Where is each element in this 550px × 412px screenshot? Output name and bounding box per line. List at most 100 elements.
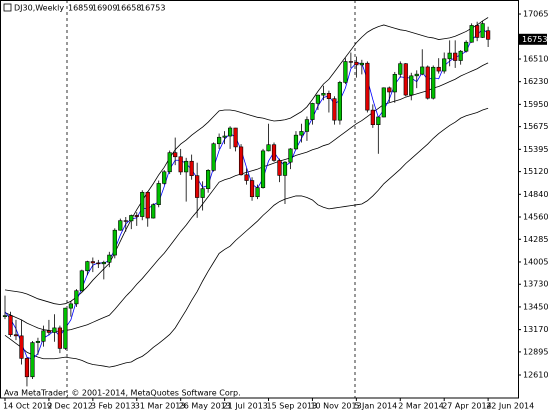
candle-body (129, 215, 134, 222)
candle-body (436, 66, 441, 72)
candle-body (414, 73, 419, 77)
candle-body (195, 175, 200, 198)
candle-body (398, 63, 403, 75)
window-icon (3, 3, 12, 12)
candle-body (447, 52, 452, 60)
candle-body (101, 261, 106, 265)
candle-body (376, 116, 381, 125)
candle-body (293, 134, 299, 150)
candle-body (249, 180, 255, 198)
candle-body (304, 119, 310, 132)
x-tick-label: 3 Feb 2013 (91, 402, 136, 411)
candle-body (35, 340, 41, 343)
candle-body (79, 270, 84, 292)
candle-body (277, 160, 282, 176)
candle-body (123, 220, 128, 222)
candle-body (222, 135, 227, 138)
candle-body (68, 303, 73, 309)
candle-body (156, 183, 161, 205)
candle-body (2, 315, 8, 317)
candle-body (184, 160, 189, 173)
y-tick-label: 14005 (523, 257, 548, 266)
candle-body (409, 75, 414, 96)
x-tick-label: 26 May 2013 (179, 402, 231, 411)
candle-body (8, 315, 13, 336)
ohlc-close: 16753 (140, 4, 165, 13)
candle-body (52, 327, 57, 333)
x-tick-label: 15 Sep 2013 (267, 402, 318, 411)
y-tick-label: 13730 (523, 280, 548, 289)
y-tick-label: 16510 (523, 54, 548, 63)
y-tick-label: 15120 (523, 167, 548, 176)
price-marker (519, 33, 547, 45)
candle-body (189, 160, 194, 176)
ohlc-high: 16909 (92, 4, 117, 13)
candle-body (41, 330, 46, 342)
candle-body (260, 150, 266, 188)
candle-body (480, 23, 485, 38)
y-tick-label: 16230 (523, 77, 548, 86)
credit: Ava MetaTrader, © 2001-2014, MetaQuotes … (4, 389, 241, 398)
candle-body (63, 307, 68, 349)
candle-body (200, 188, 205, 198)
candle-body (255, 187, 260, 198)
candle-body (30, 342, 35, 378)
x-tick-label: 22 Jun 2014 (486, 402, 534, 411)
candle-body (227, 127, 233, 137)
candle-body (403, 63, 408, 96)
candle-body (13, 334, 19, 337)
x-tick-label: 27 Apr 2014 (442, 402, 491, 411)
candle-body (211, 143, 216, 171)
y-tick-label: 12895 (523, 347, 548, 356)
candle-body (134, 215, 139, 217)
candle-body (107, 254, 112, 263)
y-tick-label: 14560 (523, 212, 548, 221)
candle-body (458, 50, 463, 61)
x-tick-label: 9 Dec 2012 (47, 402, 93, 411)
candle-body (326, 93, 332, 99)
candle-body (442, 58, 447, 72)
y-tick-label: 15950 (523, 100, 548, 109)
ohlc-open: 16859 (68, 4, 93, 13)
candle-body (140, 191, 145, 217)
candle-body (266, 144, 271, 152)
candle-body (315, 94, 321, 104)
candle-body (112, 229, 117, 256)
candle-body (321, 93, 326, 96)
y-tick-label: 15675 (523, 122, 548, 131)
y-tick-label: 13170 (523, 325, 548, 334)
candle-body (118, 220, 123, 231)
candle-body (151, 204, 156, 219)
candle-body (359, 62, 364, 66)
candle-body (464, 41, 469, 52)
candle-body (370, 109, 375, 125)
y-tick-label: 14285 (523, 235, 548, 244)
candle-body (381, 87, 386, 118)
candle-body (145, 191, 150, 219)
y-tick-label: 12610 (523, 370, 548, 379)
candle-body (348, 61, 353, 63)
candle-body (387, 87, 392, 93)
candle-body (206, 170, 211, 189)
candle-body (425, 66, 430, 99)
x-tick-label: 31 Mar 2013 (135, 402, 186, 411)
y-tick-label: 14840 (523, 190, 548, 199)
candle-body (162, 171, 167, 184)
candle-body (469, 25, 474, 43)
candle-body (365, 62, 370, 111)
plot (2, 17, 491, 387)
bollinger-upper (4, 17, 489, 305)
bollinger-lower (4, 107, 489, 368)
candle-body (299, 131, 304, 136)
candle-body (288, 148, 293, 163)
candle-body (24, 358, 30, 378)
candle-body (19, 335, 24, 359)
price-marker-label: 16753 (522, 35, 547, 44)
ohlc-low: 16658 (116, 4, 141, 13)
candle-body (57, 327, 62, 349)
candle-body (74, 290, 79, 305)
candle-body (354, 61, 359, 66)
candle-body (85, 261, 90, 272)
